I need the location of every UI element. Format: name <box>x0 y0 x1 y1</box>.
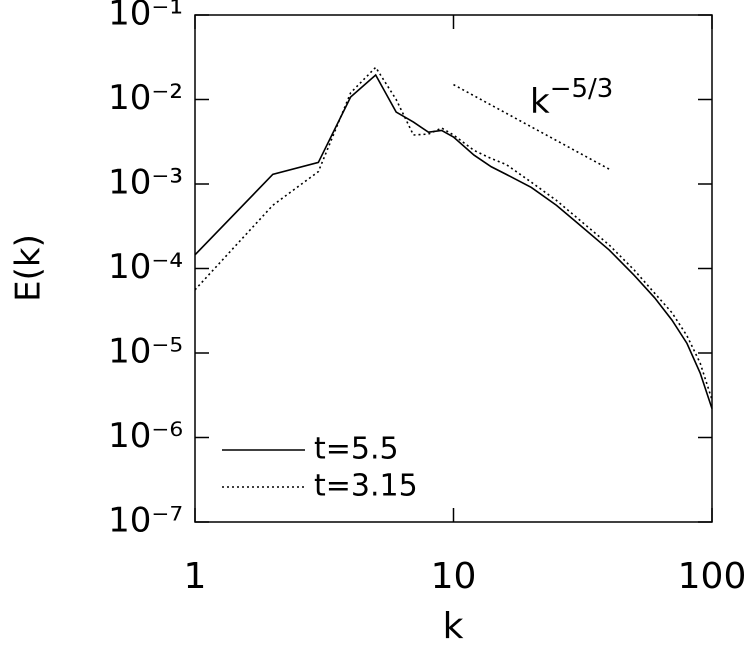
series-line <box>194 66 713 400</box>
legend-label: t=5.5 <box>314 432 399 467</box>
y-tick-label: 10⁻¹ <box>108 0 183 34</box>
plot-frame <box>194 14 713 523</box>
y-tick-label: 10⁻⁴ <box>108 247 183 287</box>
y-tick-label: 10⁻⁶ <box>108 416 183 456</box>
annotation-exponent: −5/3 <box>550 74 614 104</box>
y-axis-label: E(k) <box>9 234 49 302</box>
series-line <box>194 73 713 409</box>
annotation-base: k <box>530 82 550 122</box>
x-axis-label: k <box>443 606 464 647</box>
x-tick-label: 1 <box>184 556 207 597</box>
legend-label: t=3.15 <box>314 469 418 504</box>
annotation: k−5/3 <box>530 74 613 122</box>
x-tick-label: 10 <box>431 556 477 597</box>
y-tick-label: 10⁻² <box>108 78 183 118</box>
y-tick-label: 10⁻⁵ <box>108 332 183 372</box>
x-tick-label: 100 <box>678 556 747 597</box>
y-tick-label: 10⁻³ <box>108 163 183 203</box>
y-tick-label: 10⁻⁷ <box>108 501 183 541</box>
